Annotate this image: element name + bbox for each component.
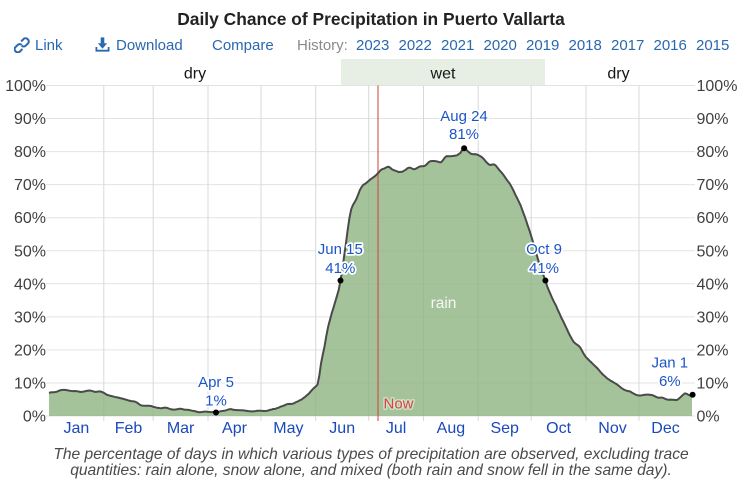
svg-text:10%: 10% <box>697 375 729 392</box>
svg-text:60%: 60% <box>14 210 46 227</box>
svg-text:41%: 41% <box>529 260 559 277</box>
svg-text:Aug: Aug <box>437 420 465 437</box>
svg-text:Apr: Apr <box>222 420 248 437</box>
svg-text:60%: 60% <box>697 210 729 227</box>
svg-text:70%: 70% <box>14 177 46 194</box>
svg-text:dry: dry <box>184 66 206 83</box>
svg-text:10%: 10% <box>14 375 46 392</box>
svg-text:Now: Now <box>384 395 414 412</box>
svg-text:20%: 20% <box>697 342 729 359</box>
svg-text:Feb: Feb <box>115 420 143 437</box>
svg-text:80%: 80% <box>14 144 46 161</box>
svg-text:Jan: Jan <box>64 420 90 437</box>
svg-text:30%: 30% <box>697 309 729 326</box>
svg-text:81%: 81% <box>449 126 479 143</box>
svg-text:50%: 50% <box>14 243 46 260</box>
svg-text:Jun 15: Jun 15 <box>318 241 363 258</box>
svg-text:Oct 9: Oct 9 <box>526 241 562 258</box>
svg-text:40%: 40% <box>14 276 46 293</box>
svg-text:70%: 70% <box>697 177 729 194</box>
svg-text:0%: 0% <box>697 409 720 426</box>
svg-text:50%: 50% <box>697 243 729 260</box>
svg-text:100%: 100% <box>697 78 738 95</box>
svg-text:Dec: Dec <box>651 420 679 437</box>
svg-text:Jun: Jun <box>329 420 355 437</box>
svg-text:Jan 1: Jan 1 <box>651 354 688 371</box>
svg-text:May: May <box>273 420 303 437</box>
svg-text:41%: 41% <box>325 260 355 277</box>
svg-text:wet: wet <box>430 66 456 83</box>
svg-text:6%: 6% <box>659 373 681 390</box>
svg-text:Jul: Jul <box>386 420 406 437</box>
svg-text:40%: 40% <box>697 276 729 293</box>
svg-text:1%: 1% <box>205 392 227 409</box>
svg-text:Sep: Sep <box>490 420 519 437</box>
svg-text:20%: 20% <box>14 342 46 359</box>
svg-text:Nov: Nov <box>598 420 626 437</box>
svg-text:rain: rain <box>431 295 457 312</box>
svg-text:Oct: Oct <box>546 420 571 437</box>
svg-text:30%: 30% <box>14 309 46 326</box>
svg-text:0%: 0% <box>23 409 46 426</box>
svg-text:dry: dry <box>607 66 629 83</box>
svg-text:90%: 90% <box>697 111 729 128</box>
svg-text:Apr 5: Apr 5 <box>198 374 234 391</box>
svg-text:Aug 24: Aug 24 <box>440 108 488 125</box>
svg-text:100%: 100% <box>5 78 46 95</box>
svg-text:Mar: Mar <box>167 420 195 437</box>
svg-text:90%: 90% <box>14 111 46 128</box>
svg-text:80%: 80% <box>697 144 729 161</box>
